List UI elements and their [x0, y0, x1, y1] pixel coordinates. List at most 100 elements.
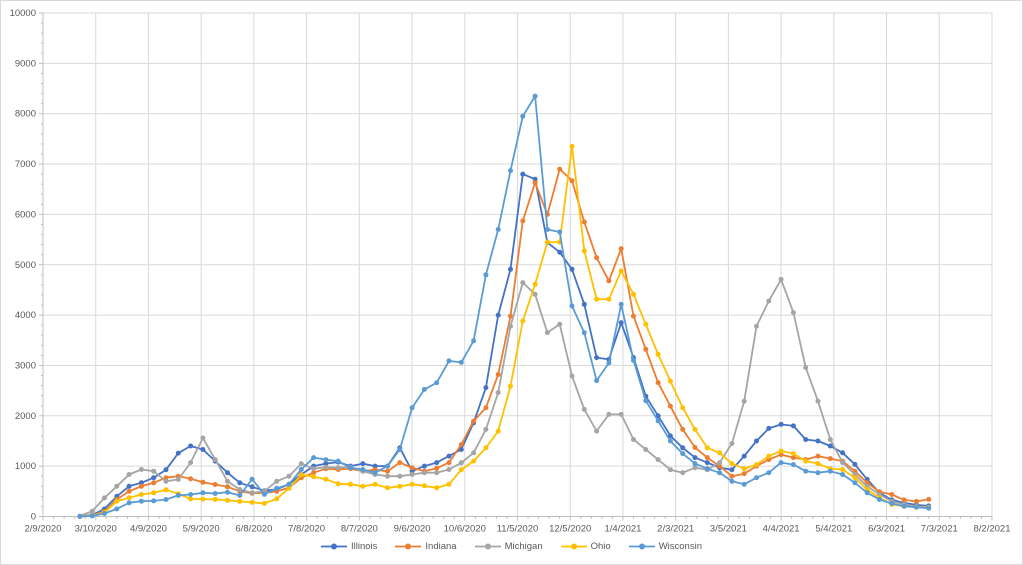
data-point-marker-illinois	[852, 461, 858, 467]
data-point-marker-michigan	[225, 478, 230, 484]
data-point-marker-indiana	[643, 346, 649, 352]
data-point-marker-illinois	[729, 467, 735, 473]
data-point-marker-indiana	[483, 405, 489, 411]
y-axis-label: 6000	[15, 209, 36, 220]
data-point-marker-wisconsin	[212, 491, 218, 496]
data-point-marker-wisconsin	[298, 467, 304, 472]
data-point-marker-ohio	[397, 483, 403, 489]
data-point-marker-ohio	[618, 268, 624, 274]
data-point-marker-indiana	[188, 476, 194, 482]
data-point-marker-indiana	[729, 473, 735, 479]
data-point-marker-illinois	[815, 438, 821, 444]
data-point-marker-michigan	[557, 321, 563, 327]
data-point-marker-illinois	[778, 421, 784, 427]
data-point-marker-indiana	[520, 218, 526, 224]
data-point-marker-illinois	[692, 455, 698, 461]
y-axis-label: 4000	[15, 310, 36, 321]
x-axis-label: 3/5/2021	[710, 524, 747, 535]
data-point-marker-indiana	[581, 219, 587, 225]
legend-label: Michigan	[504, 541, 543, 552]
x-axis-label: 9/6/2020	[394, 524, 431, 535]
data-point-marker-illinois	[163, 467, 169, 473]
data-point-marker-indiana	[741, 471, 747, 477]
data-point-marker-illinois	[790, 423, 796, 429]
data-point-marker-ohio	[225, 497, 230, 503]
data-point-marker-michigan	[569, 373, 575, 379]
data-point-marker-wisconsin	[704, 466, 710, 472]
data-point-marker-michigan	[680, 470, 686, 476]
data-point-marker-indiana	[557, 166, 563, 172]
data-point-marker-indiana	[680, 426, 686, 432]
data-point-marker-wisconsin	[397, 447, 403, 452]
data-point-marker-illinois	[520, 171, 526, 177]
data-point-marker-indiana	[594, 255, 600, 261]
data-point-marker-illinois	[569, 266, 575, 272]
data-point-marker-ohio	[335, 481, 341, 487]
data-point-marker-indiana	[151, 480, 157, 486]
data-point-marker-michigan	[606, 411, 612, 417]
data-point-marker-illinois	[495, 312, 501, 318]
data-point-marker-michigan	[200, 435, 206, 441]
data-point-marker-michigan	[458, 460, 464, 466]
data-point-marker-michigan	[114, 483, 120, 489]
data-point-marker-wisconsin	[655, 418, 661, 424]
data-point-marker-illinois	[483, 385, 489, 391]
data-point-marker-michigan	[741, 398, 747, 404]
data-point-marker-wisconsin	[446, 358, 452, 364]
data-point-marker-illinois	[581, 301, 587, 307]
data-point-marker-wisconsin	[89, 513, 95, 519]
data-point-marker-wisconsin	[249, 476, 255, 482]
data-point-marker-michigan	[298, 461, 304, 467]
y-axis-label: 3000	[15, 360, 36, 371]
data-point-marker-wisconsin	[261, 491, 267, 497]
legend-item-michigan: Michigan	[474, 541, 543, 552]
data-point-marker-indiana	[225, 484, 230, 490]
data-point-marker-ohio	[631, 291, 636, 297]
data-point-marker-michigan	[483, 426, 489, 432]
data-point-marker-ohio	[815, 461, 821, 467]
data-point-marker-wisconsin	[458, 359, 464, 365]
data-point-marker-ohio	[385, 485, 390, 491]
data-point-marker-illinois	[200, 447, 206, 452]
data-point-marker-wisconsin	[692, 461, 698, 467]
legend-marker-icon	[628, 543, 655, 550]
data-point-marker-michigan	[385, 473, 390, 479]
x-axis-label: 10/6/2020	[444, 524, 486, 535]
data-point-marker-wisconsin	[631, 357, 636, 363]
data-point-marker-wisconsin	[877, 497, 882, 502]
data-point-marker-michigan	[286, 473, 292, 479]
legend-marker-icon	[395, 543, 422, 550]
data-point-marker-ohio	[348, 481, 353, 487]
data-point-marker-illinois	[126, 483, 132, 489]
y-axis-label: 9000	[15, 58, 36, 69]
data-point-marker-wisconsin	[532, 93, 538, 99]
x-axis-label: 6/3/2021	[868, 524, 905, 535]
data-point-marker-illinois	[446, 453, 452, 459]
data-point-marker-michigan	[446, 467, 452, 472]
data-point-marker-ohio	[138, 492, 144, 497]
data-point-marker-michigan	[631, 437, 636, 442]
data-point-marker-illinois	[237, 480, 243, 486]
data-point-marker-wisconsin	[495, 227, 501, 232]
data-point-marker-ohio	[655, 351, 661, 357]
data-point-marker-illinois	[741, 453, 747, 459]
data-point-marker-indiana	[569, 178, 575, 184]
data-point-marker-michigan	[766, 298, 772, 304]
data-point-marker-indiana	[692, 445, 698, 450]
data-point-marker-ohio	[544, 239, 550, 245]
data-point-marker-wisconsin	[385, 463, 390, 469]
series-line-michigan	[79, 278, 930, 517]
data-point-marker-wisconsin	[581, 330, 587, 336]
data-point-marker-ohio	[200, 496, 206, 502]
data-point-marker-indiana	[790, 455, 796, 461]
data-point-marker-wisconsin	[569, 303, 575, 309]
data-point-marker-michigan	[151, 468, 157, 474]
data-point-marker-michigan	[581, 406, 587, 412]
data-point-marker-illinois	[680, 445, 686, 451]
data-point-marker-ohio	[790, 451, 796, 457]
data-point-marker-ohio	[569, 143, 575, 149]
y-axis-label: 5000	[15, 260, 36, 271]
y-axis-label: 7000	[15, 159, 36, 170]
y-axis-label: 0	[31, 512, 36, 523]
